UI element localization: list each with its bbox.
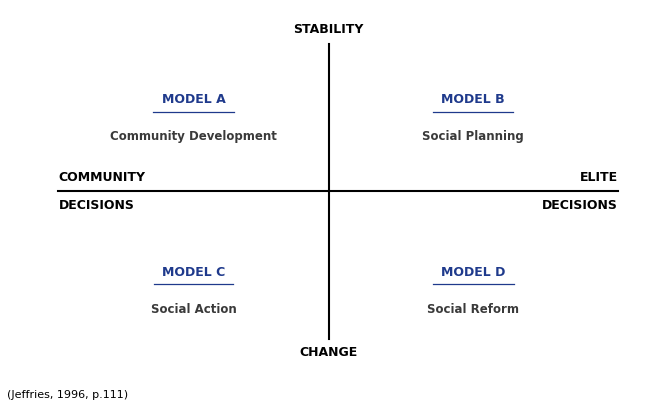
Text: (Jeffries, 1996, p.111): (Jeffries, 1996, p.111) (7, 390, 128, 400)
Text: STABILITY: STABILITY (293, 23, 364, 36)
Text: ELITE: ELITE (579, 171, 618, 184)
Text: Community Development: Community Development (110, 130, 277, 143)
Text: MODEL A: MODEL A (162, 93, 225, 107)
Text: DECISIONS: DECISIONS (58, 198, 134, 212)
Text: MODEL D: MODEL D (441, 266, 505, 279)
Text: DECISIONS: DECISIONS (542, 198, 618, 212)
Text: Social Reform: Social Reform (427, 303, 519, 316)
Text: COMMUNITY: COMMUNITY (58, 171, 145, 184)
Text: CHANGE: CHANGE (300, 346, 357, 359)
Text: Social Action: Social Action (150, 303, 237, 316)
Text: Social Planning: Social Planning (422, 130, 524, 143)
Text: MODEL B: MODEL B (442, 93, 505, 107)
Text: MODEL C: MODEL C (162, 266, 225, 279)
